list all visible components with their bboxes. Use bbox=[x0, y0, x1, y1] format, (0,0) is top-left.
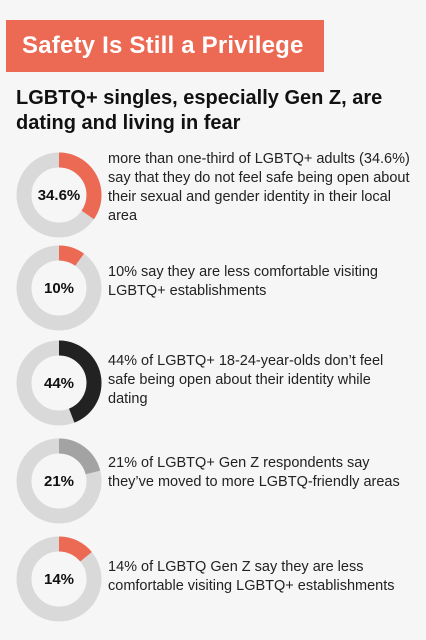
donut-segment bbox=[16, 340, 102, 426]
stat-description: 10% say they are less comfortable visiti… bbox=[108, 264, 378, 299]
donut-value-label: 10% bbox=[43, 279, 75, 297]
donut-value-label: 21% bbox=[43, 472, 75, 490]
stat-item: 10% 10% say they are less comfortable vi… bbox=[0, 243, 426, 343]
donut-segment bbox=[16, 438, 102, 524]
stat-description: 14% of LGBTQ Gen Z say they are less com… bbox=[108, 559, 395, 594]
donut-value-label: 14% bbox=[43, 570, 75, 588]
stat-item: 44% 44% of LGBTQ+ 18-24-year-olds don’t … bbox=[0, 338, 426, 438]
stat-item: 21% 21% of LGBTQ+ Gen Z respondents say … bbox=[0, 436, 426, 536]
donut-chart: 14% bbox=[14, 534, 104, 624]
donut-value-label: 34.6% bbox=[37, 186, 81, 204]
donut-svg bbox=[16, 438, 102, 524]
stat-description: 44% of LGBTQ+ 18-24-year-olds don’t feel… bbox=[108, 353, 384, 407]
banner-title: Safety Is Still a Privilege bbox=[22, 32, 304, 59]
stat-item: 14% 14% of LGBTQ Gen Z say they are less… bbox=[0, 534, 426, 634]
donut-svg bbox=[16, 536, 102, 622]
donut-chart: 10% bbox=[14, 243, 104, 333]
donut-segment bbox=[16, 152, 102, 238]
donut-svg bbox=[16, 245, 102, 331]
stat-item: 34.6% more than one-third of LGBTQ+ adul… bbox=[0, 150, 426, 250]
donut-chart: 44% bbox=[14, 338, 104, 428]
donut-svg bbox=[16, 152, 102, 238]
headline: LGBTQ+ singles, especially Gen Z, are da… bbox=[16, 87, 383, 134]
donut-value-label: 44% bbox=[43, 374, 75, 392]
banner: Safety Is Still a Privilege bbox=[6, 20, 324, 72]
donut-svg bbox=[16, 340, 102, 426]
donut-segment bbox=[16, 245, 102, 331]
stat-description: 21% of LGBTQ+ Gen Z respondents say they… bbox=[108, 455, 400, 490]
donut-chart: 21% bbox=[14, 436, 104, 526]
donut-chart: 34.6% bbox=[14, 150, 104, 240]
donut-segment bbox=[16, 536, 102, 622]
stat-description: more than one-third of LGBTQ+ adults (34… bbox=[108, 151, 410, 224]
